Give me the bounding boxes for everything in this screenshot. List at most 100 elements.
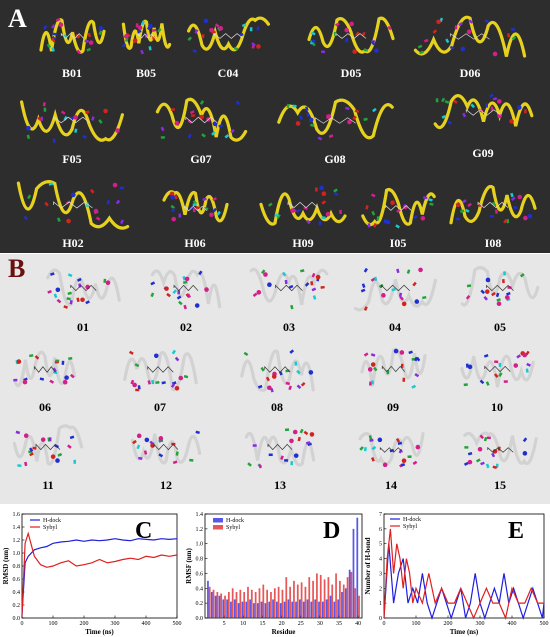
legend-entry: Sybyl xyxy=(43,525,57,531)
ligand-sticks xyxy=(53,116,91,124)
atom-sphere xyxy=(93,208,99,214)
bar-h-dock xyxy=(356,517,359,618)
atom-sphere xyxy=(103,108,108,114)
atom-sphere xyxy=(112,182,118,188)
base-block xyxy=(305,441,311,445)
base-block xyxy=(249,27,252,32)
x-tick-label: 20 xyxy=(279,621,285,627)
base-block xyxy=(62,305,68,309)
base-block xyxy=(29,353,34,357)
atom-sphere xyxy=(401,458,406,464)
base-block xyxy=(148,46,152,51)
bar-sybyl xyxy=(358,595,360,618)
backbone-ribbon xyxy=(161,189,229,222)
bar-h-dock xyxy=(287,599,290,618)
base-block xyxy=(68,356,73,360)
rna-structure-b xyxy=(130,430,202,465)
atom-sphere xyxy=(184,276,190,282)
base-block xyxy=(427,198,433,202)
atom-sphere xyxy=(496,98,502,104)
backbone-ribbon xyxy=(460,266,540,307)
ligand-sticks xyxy=(287,201,319,209)
base-block xyxy=(192,207,196,212)
base-block xyxy=(177,290,181,295)
ligand-sticks xyxy=(275,284,303,292)
base-block xyxy=(309,123,315,127)
ligand-sticks xyxy=(263,365,291,373)
bar-sybyl xyxy=(235,592,238,618)
bar-h-dock xyxy=(276,601,278,618)
base-block xyxy=(445,37,450,43)
bar-sybyl xyxy=(312,580,314,618)
base-block xyxy=(491,465,497,470)
base-block xyxy=(432,28,438,34)
bar-sybyl xyxy=(331,584,334,618)
base-block xyxy=(280,455,284,460)
base-block xyxy=(488,93,494,98)
base-block xyxy=(70,373,75,378)
base-block xyxy=(475,458,481,463)
atom-sphere xyxy=(352,49,357,54)
bar-h-dock xyxy=(318,601,320,618)
atom-sphere xyxy=(399,350,404,355)
bar-sybyl xyxy=(270,592,272,618)
base-block xyxy=(23,215,29,221)
backbone-ribbon xyxy=(14,350,76,387)
ligand-sticks xyxy=(53,201,93,209)
backbone-ribbon xyxy=(276,98,394,139)
base-block xyxy=(394,224,400,229)
base-block xyxy=(295,369,301,374)
rna-structure-a xyxy=(20,100,124,143)
base-block xyxy=(525,368,529,373)
backbone-ribbon xyxy=(121,19,171,50)
ligand-sticks xyxy=(267,443,293,451)
atom-sphere xyxy=(123,34,129,39)
base-block xyxy=(276,214,281,219)
bar-h-dock xyxy=(222,599,225,618)
base-block xyxy=(303,206,308,211)
chart-rmsf: 0.0 0.2 0.4 0.6 0.8 1.0 1.2 1.4 5 10 15 20 25 30 35 40 H… xyxy=(183,508,366,637)
base-block xyxy=(55,17,61,22)
chart-rmsd: 0.0 0.2 0.4 0.6 0.8 1.0 1.2 1.4 1.6 0 100 200 300 400… xyxy=(0,508,183,637)
bar-sybyl xyxy=(354,588,357,618)
base-block xyxy=(444,99,449,104)
bar-h-dock xyxy=(352,528,355,618)
base-block xyxy=(53,293,57,299)
atom-sphere xyxy=(344,27,349,33)
base-block xyxy=(421,295,426,300)
y-axis-label: Number of H-bond xyxy=(364,537,372,594)
base-block xyxy=(183,304,187,310)
base-block xyxy=(395,437,400,443)
y-tick-label: 6 xyxy=(379,527,382,533)
atom-sphere xyxy=(367,367,373,372)
base-block xyxy=(335,22,340,27)
base-block xyxy=(484,102,488,107)
backbone-ribbon xyxy=(259,192,347,226)
base-block xyxy=(252,444,257,447)
bar-h-dock xyxy=(237,603,240,618)
base-block xyxy=(398,448,403,454)
backbone-ribbon xyxy=(16,180,130,230)
atom-sphere xyxy=(62,379,68,385)
base-block xyxy=(525,362,531,367)
ligand-sticks xyxy=(314,116,356,124)
structure-label: B01 xyxy=(61,66,83,80)
base-block xyxy=(497,372,503,378)
base-block xyxy=(284,428,290,432)
bar-sybyl xyxy=(316,573,318,618)
y-tick-label: 1.0 xyxy=(196,542,204,548)
base-block xyxy=(85,47,91,52)
atom-sphere xyxy=(164,286,169,291)
atom-sphere xyxy=(436,18,441,24)
y-tick-label: 1.6 xyxy=(13,512,21,518)
atom-sphere xyxy=(178,375,183,380)
atom-sphere xyxy=(132,38,137,43)
ligand-sticks xyxy=(153,443,179,451)
base-block xyxy=(510,192,514,198)
ligand-sticks xyxy=(35,443,61,451)
base-block xyxy=(395,268,400,274)
base-block xyxy=(50,47,55,52)
base-block xyxy=(304,282,310,287)
base-block xyxy=(46,289,52,294)
base-block xyxy=(52,366,57,372)
